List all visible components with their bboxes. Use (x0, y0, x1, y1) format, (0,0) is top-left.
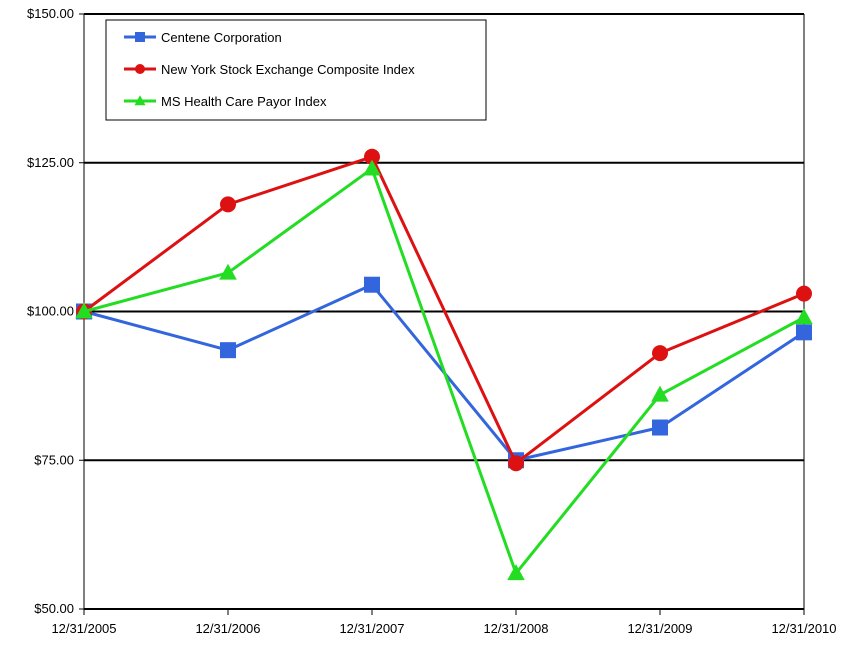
x-tick-label: 12/31/2005 (51, 621, 116, 636)
y-tick-label: $50.00 (34, 601, 74, 616)
legend-label: MS Health Care Payor Index (161, 94, 327, 109)
legend-swatch-marker (135, 32, 145, 42)
data-point (508, 455, 524, 472)
data-point (219, 263, 237, 280)
legend-entry: New York Stock Exchange Composite Index (124, 62, 415, 77)
data-point (363, 159, 381, 176)
legend-label: Centene Corporation (161, 30, 282, 45)
data-point (796, 324, 812, 341)
x-tick-label: 12/31/2008 (483, 621, 548, 636)
series-group (75, 148, 813, 581)
data-point (795, 308, 813, 325)
legend-swatch-marker (134, 95, 146, 106)
x-axis-tick-labels: 12/31/2005 12/31/2006 12/31/2007 12/31/2008… (51, 621, 836, 636)
y-tick-label: $75.00 (34, 452, 74, 467)
series-line (83, 167, 805, 575)
x-tick-label: 12/31/2010 (771, 621, 836, 636)
legend-label: New York Stock Exchange Composite Index (161, 62, 415, 77)
data-point (652, 419, 668, 436)
y-tick-label: $100.00 (27, 304, 74, 319)
series-line (83, 155, 805, 465)
legend: Centene Corporation New York Stock Exchan… (105, 19, 487, 121)
data-point (75, 302, 93, 319)
legend-entry: MS Health Care Payor Index (124, 94, 327, 109)
data-point (364, 276, 380, 293)
x-tick-label: 12/31/2009 (627, 621, 692, 636)
data-point (220, 196, 236, 213)
data-point (507, 564, 525, 581)
legend-entry: Centene Corporation (124, 30, 282, 45)
data-point (364, 148, 380, 165)
legend-swatch-marker (135, 64, 145, 74)
legend-box (105, 19, 487, 121)
data-point (796, 285, 812, 302)
x-tick-label: 12/31/2006 (195, 621, 260, 636)
y-tick-label: $125.00 (27, 155, 74, 170)
y-axis-tick-labels: $50.00 $75.00 $100.00 $125.00 $150.00 (27, 6, 74, 616)
series-circle (76, 148, 812, 472)
x-tick-label: 12/31/2007 (339, 621, 404, 636)
y-tick-label: $150.00 (27, 6, 74, 21)
data-point (652, 345, 668, 362)
data-point (220, 342, 236, 359)
series-triangle (75, 159, 813, 581)
data-point (651, 385, 669, 402)
